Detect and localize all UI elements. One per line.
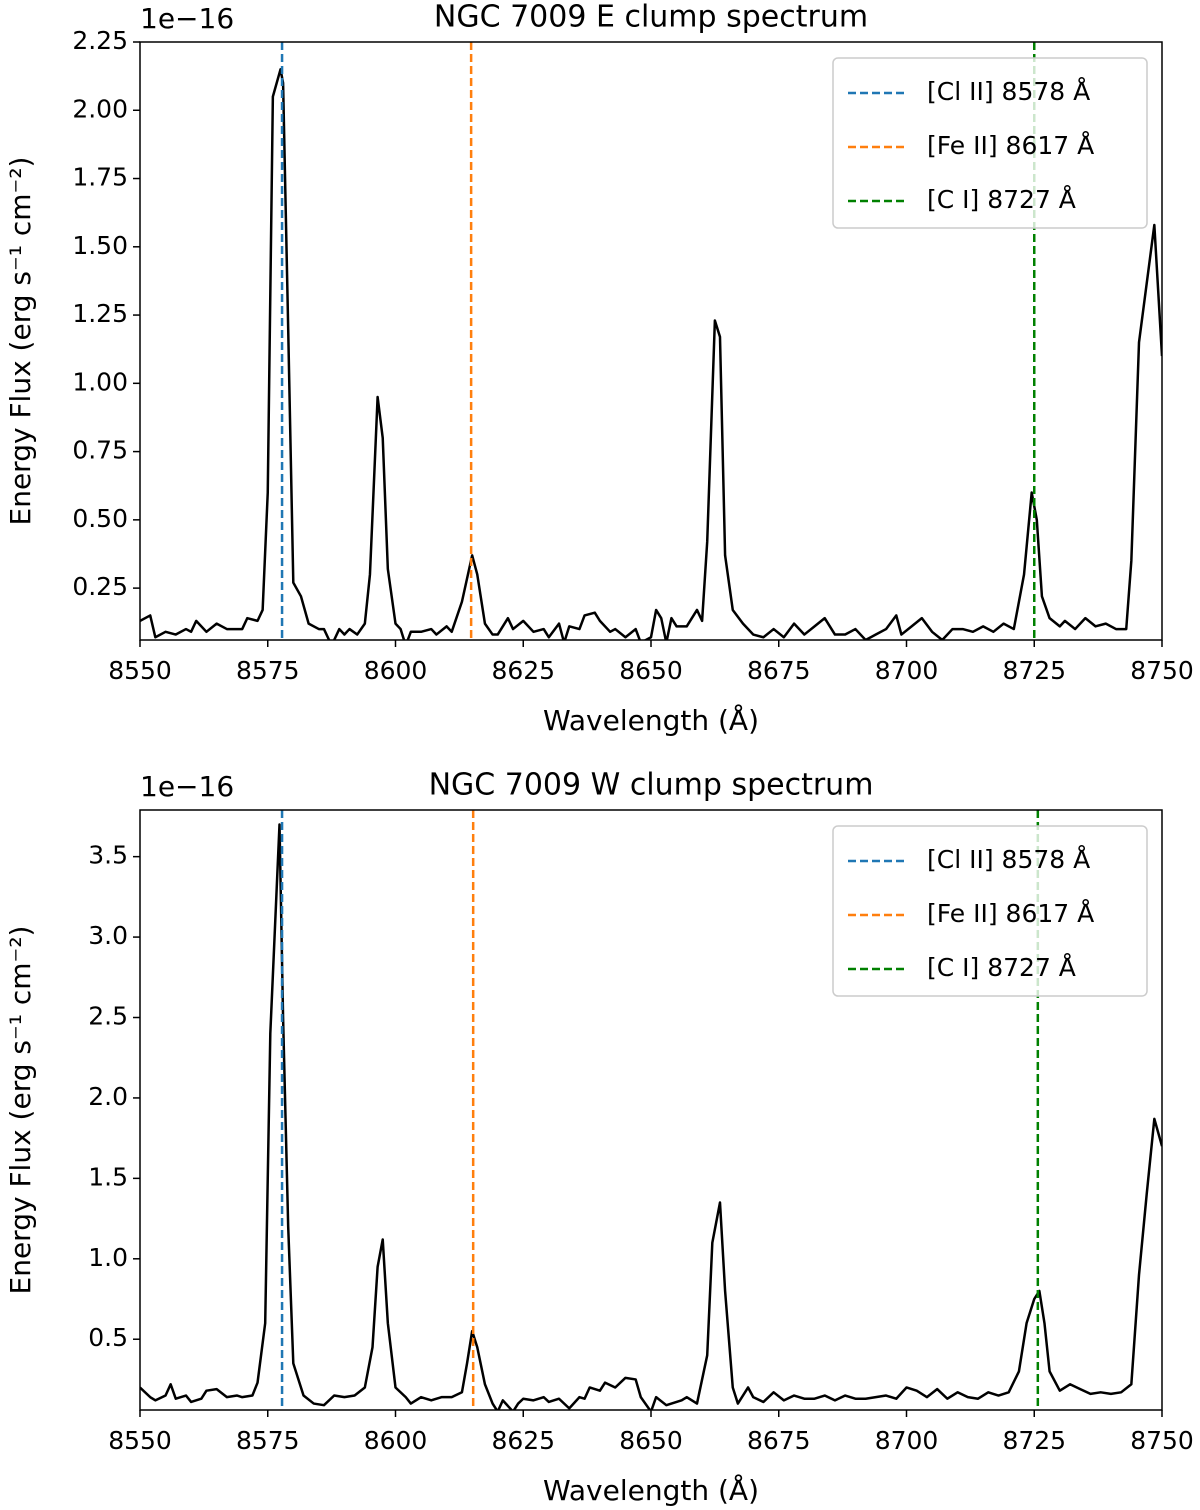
x-tick-label: 8700: [875, 1426, 939, 1455]
x-tick-label: 8575: [236, 1426, 300, 1455]
legend-box: [832, 57, 1148, 229]
x-tick-label: 8575: [236, 656, 300, 685]
axes-frame: [139, 809, 1163, 1411]
x-tick-label: 8675: [747, 656, 811, 685]
legend-label: [C I] 8727 Å: [927, 185, 1076, 214]
x-axis-label: Wavelength (Å): [543, 703, 759, 737]
y-tick-label: 1.5: [88, 1162, 128, 1191]
y-tick-label: 3.5: [88, 841, 128, 870]
spectrum-line: [140, 68, 1162, 640]
x-tick-label: 8625: [491, 656, 555, 685]
legend-box: [832, 825, 1148, 997]
y-tick-label: 0.5: [88, 1323, 128, 1352]
y-tick-label: 1.00: [72, 367, 128, 396]
y-axis-label: Energy Flux (erg s⁻¹ cm⁻²): [4, 926, 37, 1295]
spectrum-line: [140, 823, 1162, 1410]
axes-frame: [139, 41, 1163, 641]
x-tick-label: 8725: [1002, 1426, 1066, 1455]
chart-title: NGC 7009 W clump spectrum: [429, 768, 874, 803]
y-tick-label: 2.25: [72, 26, 128, 55]
y-tick-label: 0.25: [72, 572, 128, 601]
chart-title: NGC 7009 E clump spectrum: [434, 0, 868, 35]
legend-label: [C I] 8727 Å: [927, 953, 1076, 982]
x-tick-label: 8700: [875, 656, 939, 685]
x-tick-label: 8675: [747, 1426, 811, 1455]
y-tick-label: 2.00: [72, 94, 128, 123]
y-tick-label: 2.0: [88, 1082, 128, 1111]
x-tick-label: 8600: [364, 656, 428, 685]
y-tick-label: 1.25: [72, 299, 128, 328]
x-tick-label: 8725: [1002, 656, 1066, 685]
x-tick-label: 8650: [619, 656, 683, 685]
y-tick-label: 1.50: [72, 231, 128, 260]
x-tick-label: 8550: [108, 1426, 172, 1455]
x-axis-label: Wavelength (Å): [543, 1473, 759, 1507]
y-tick-label: 3.0: [88, 921, 128, 950]
x-tick-label: 8750: [1130, 1426, 1194, 1455]
y-tick-label: 1.75: [72, 163, 128, 192]
legend-label: [Cl II] 8578 Å: [927, 77, 1090, 106]
legend-label: [Fe II] 8617 Å: [927, 131, 1094, 160]
x-tick-label: 8750: [1130, 656, 1194, 685]
legend-label: [Cl II] 8578 Å: [927, 845, 1090, 874]
x-tick-label: 8600: [364, 1426, 428, 1455]
x-tick-label: 8650: [619, 1426, 683, 1455]
y-tick-label: 0.75: [72, 436, 128, 465]
y-tick-label: 0.50: [72, 504, 128, 533]
legend-label: [Fe II] 8617 Å: [927, 899, 1094, 928]
y-tick-label: 1.0: [88, 1243, 128, 1272]
x-tick-label: 8550: [108, 656, 172, 685]
offset-label: 1e−16: [140, 770, 234, 803]
y-tick-label: 2.5: [88, 1002, 128, 1031]
y-axis-label: Energy Flux (erg s⁻¹ cm⁻²): [4, 157, 37, 526]
x-tick-label: 8625: [491, 1426, 555, 1455]
offset-label: 1e−16: [140, 2, 234, 35]
